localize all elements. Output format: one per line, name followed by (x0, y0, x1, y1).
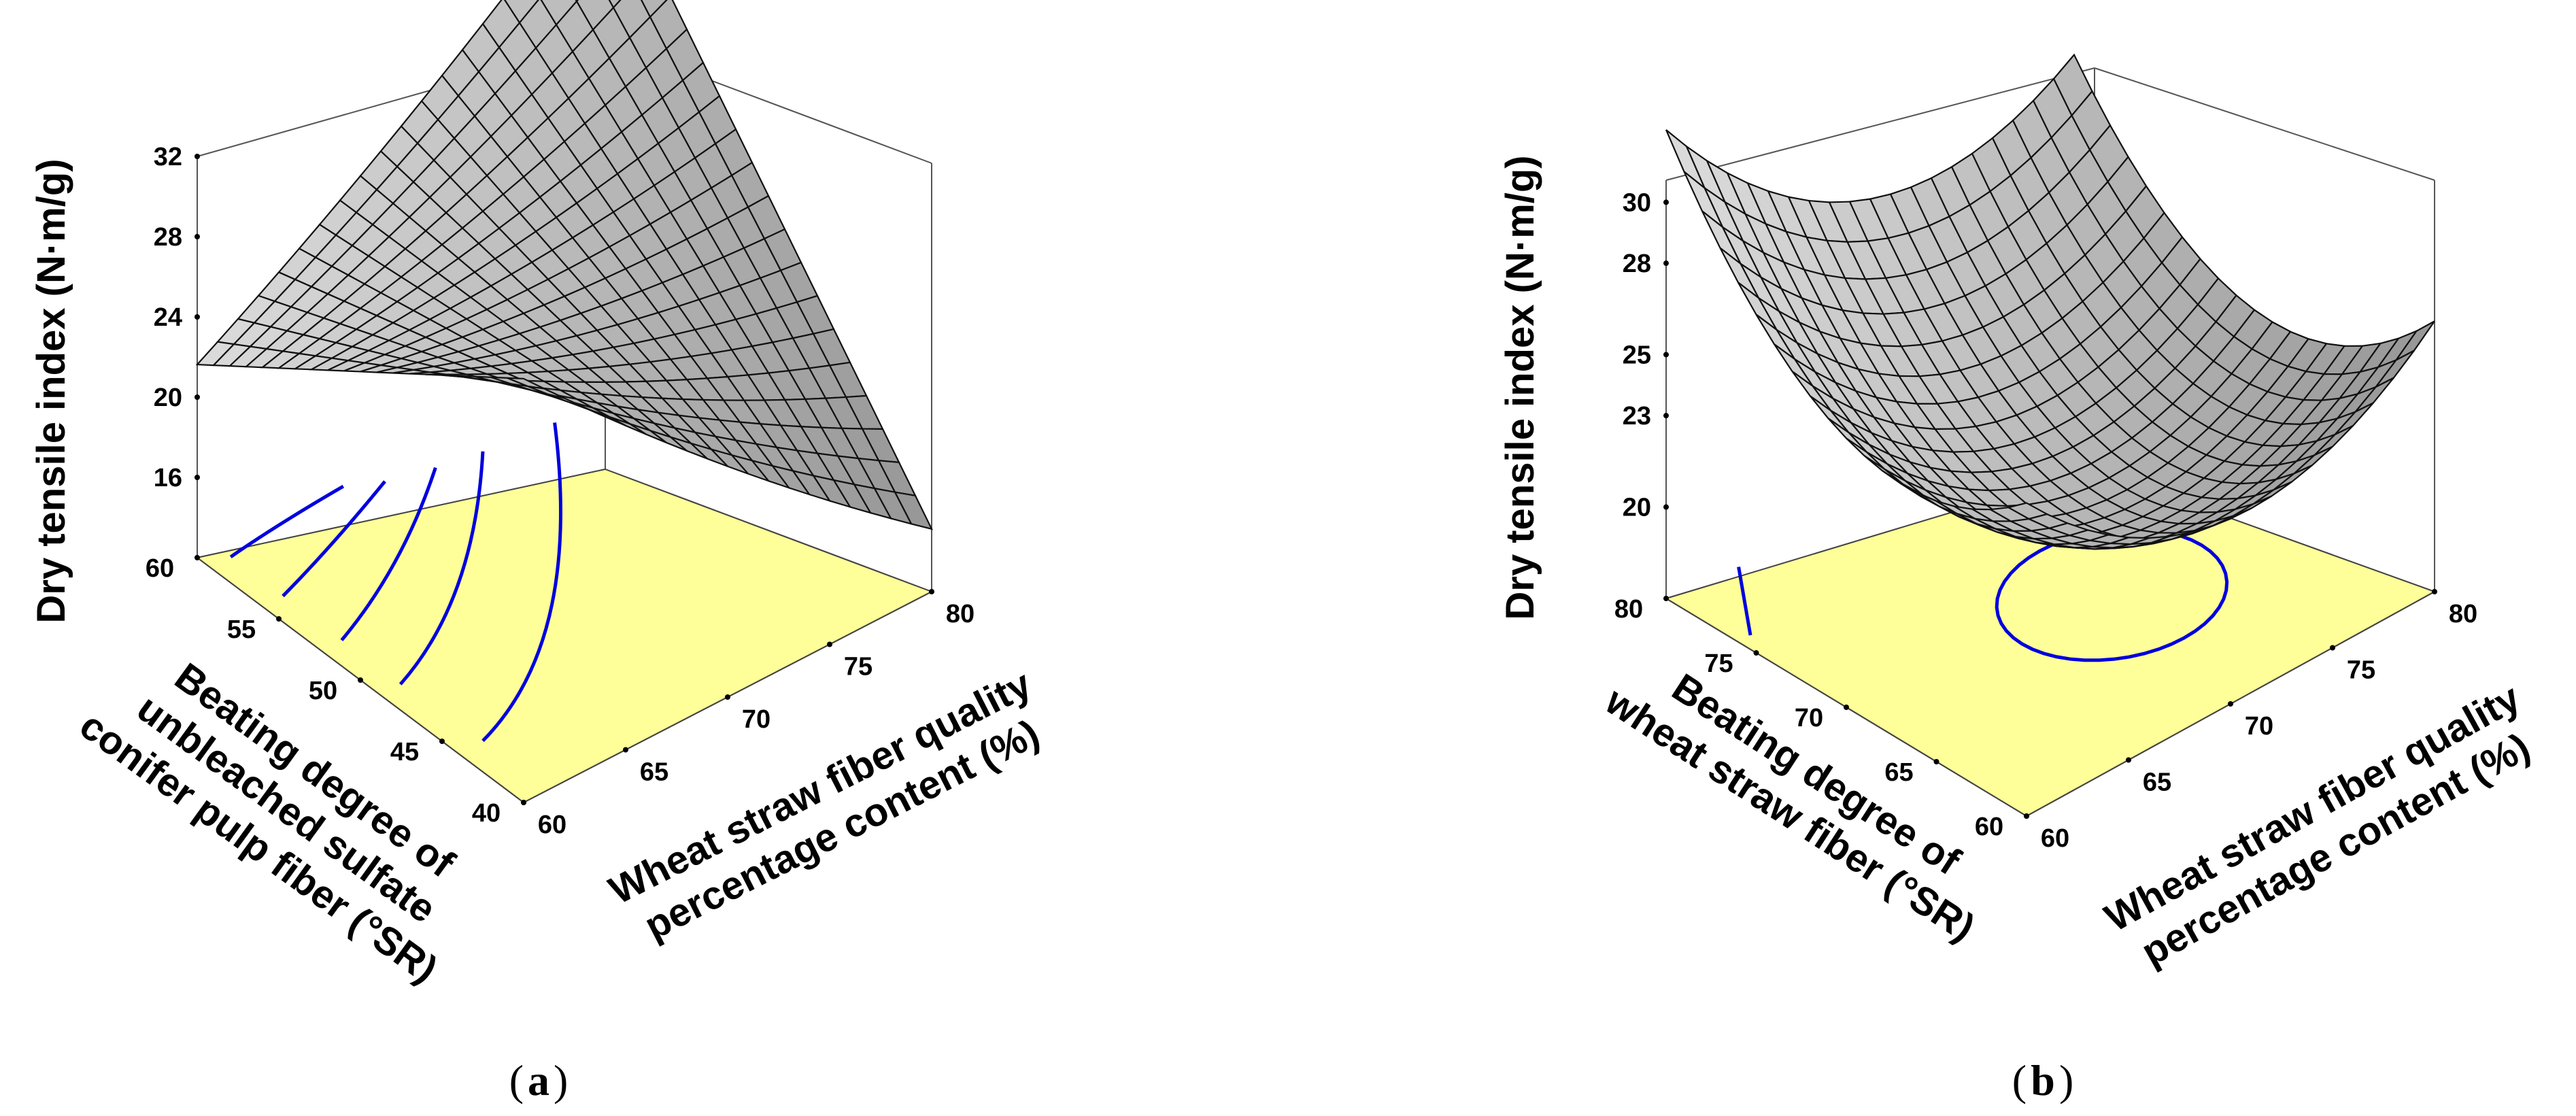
b-x-tick-label: 75 (2347, 656, 2375, 685)
b-y-tick-label: 80 (1614, 595, 1643, 624)
a-y-tick-mark (358, 677, 363, 683)
a-z-tick-label: 32 (154, 143, 182, 171)
b-y-tick-mark (1933, 759, 1939, 764)
a-x-tick-label: 80 (946, 600, 975, 628)
b-z-tick-label: 23 (1623, 402, 1651, 430)
b-x-tick-label: 60 (2041, 824, 2069, 853)
a-surface-cell (507, 377, 545, 390)
a-y-tick-mark (521, 800, 526, 805)
a-z-tick-mark (194, 394, 200, 400)
a-x-tick-label: 70 (742, 705, 770, 734)
panel-a-z-axis-title: Dry tensile index (N·m/g) (29, 158, 73, 623)
a-y-tick-mark (439, 739, 445, 744)
b-z-tick-mark (1663, 504, 1669, 510)
b-y-tick-mark (1844, 705, 1849, 710)
b-z-tick-label: 30 (1623, 188, 1651, 217)
panel-a-caption-open: ( (509, 1056, 524, 1104)
b-z-tick-label: 20 (1623, 494, 1651, 522)
a-contour-line (399, 451, 485, 686)
b-y-tick-label: 60 (1975, 813, 2003, 841)
panel-a: 60 65 70 75 80 40 45 50 55 60 16 20 24 28 32 Dry tensi… (29, 0, 1046, 1104)
panel-b-back-edge (2094, 67, 2435, 181)
panel-a-caption: ( a ) (509, 1056, 569, 1104)
panel-b-caption-open: ( (2012, 1056, 2027, 1104)
a-z-tick-label: 20 (154, 384, 182, 412)
a-contour-line (229, 484, 345, 558)
a-y-tick-label: 50 (309, 677, 337, 705)
panel-b-ticks: 60 65 70 75 80 60 65 70 75 80 20 23 25 28 30 (1614, 188, 2477, 853)
a-z-tick-mark (194, 234, 200, 239)
a-x-tick-label: 65 (640, 758, 668, 787)
b-surface-cell (2006, 502, 2049, 520)
b-z-tick-label: 28 (1623, 250, 1651, 278)
b-z-tick-label: 25 (1623, 341, 1651, 369)
b-z-tick-mark (1663, 413, 1669, 419)
b-y-tick-label: 65 (1884, 758, 1913, 787)
panel-b-caption: ( b ) (2012, 1056, 2074, 1104)
b-contour-line (1737, 567, 1752, 636)
a-z-tick-label: 28 (154, 223, 182, 252)
b-x-tick-mark (2432, 589, 2437, 594)
a-z-tick-mark (194, 475, 200, 480)
panel-b-surface (1665, 53, 2435, 550)
panel-a-surface (195, 0, 934, 530)
a-x-tick-label: 60 (538, 811, 566, 839)
b-z-tick-mark (1663, 352, 1669, 358)
panel-a-ticks: 60 65 70 75 80 40 45 50 55 60 16 20 24 28 32 (146, 143, 975, 839)
a-x-tick-mark (725, 694, 730, 700)
a-z-tick-mark (194, 154, 200, 159)
a-contour-line (481, 422, 562, 743)
b-x-tick-label: 80 (2449, 600, 2477, 628)
a-y-tick-label: 45 (390, 738, 419, 766)
a-z-tick-label: 24 (154, 303, 182, 332)
panel-b-caption-letter: b (2031, 1056, 2055, 1104)
a-y-tick-mark (276, 616, 282, 622)
b-x-tick-label: 65 (2143, 768, 2171, 797)
b-y-tick-label: 75 (1704, 649, 1733, 678)
a-y-tick-label: 55 (227, 615, 256, 644)
panel-a-contours (229, 422, 562, 743)
panel-a-caption-letter: a (528, 1056, 549, 1104)
a-surface-cell (608, 0, 622, 10)
a-x-tick-mark (827, 641, 832, 647)
panel-b-back-edge (1665, 67, 2095, 181)
a-z-tick-mark (194, 314, 200, 320)
b-x-tick-mark (2228, 701, 2233, 707)
a-x-tick-mark (623, 747, 628, 753)
b-y-tick-label: 70 (1795, 704, 1823, 732)
b-z-tick-mark (1663, 260, 1669, 267)
a-x-tick-mark (929, 589, 934, 594)
a-z-tick-label: 16 (154, 464, 182, 492)
panel-b: 60 65 70 75 80 60 65 70 75 80 20 23 25 28 30 Dry tensi… (1498, 53, 2537, 1104)
a-y-tick-label: 40 (472, 799, 501, 828)
b-y-tick-mark (2024, 813, 2029, 819)
b-y-tick-mark (1753, 650, 1759, 656)
a-y-tick-mark (194, 555, 200, 560)
a-y-tick-label: 60 (146, 554, 174, 583)
a-contour-line (340, 467, 437, 641)
a-x-tick-label: 75 (844, 653, 872, 681)
b-z-tick-mark (1663, 199, 1669, 205)
a-contour-line (282, 480, 386, 598)
panel-b-caption-close: ) (2059, 1056, 2073, 1104)
panel-b-z-axis-title: Dry tensile index (N·m/g) (1498, 155, 1542, 620)
panel-a-caption-close: ) (554, 1056, 568, 1104)
b-y-tick-mark (1663, 596, 1669, 601)
b-x-tick-mark (2330, 645, 2335, 651)
b-x-tick-label: 70 (2245, 712, 2273, 741)
b-x-tick-mark (2126, 757, 2131, 763)
